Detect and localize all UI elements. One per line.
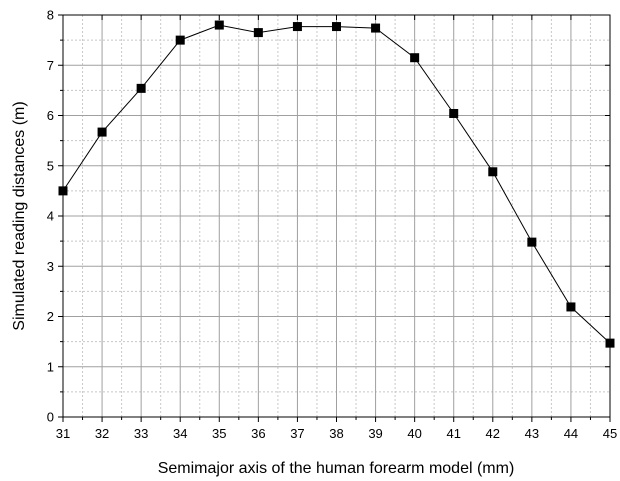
data-point (292, 22, 302, 32)
data-point (332, 22, 341, 32)
y-axis-title: Simulated reading distances (m) (11, 101, 28, 330)
y-tick-label: 3 (47, 259, 54, 274)
y-tick-label: 0 (47, 410, 54, 425)
x-tick-label: 32 (95, 426, 109, 441)
y-tick-label: 5 (47, 158, 54, 173)
data-point (371, 23, 381, 33)
data-point (605, 338, 615, 348)
x-tick-label: 44 (564, 426, 578, 441)
data-point (449, 108, 459, 118)
y-tick-label: 8 (47, 8, 54, 23)
data-point (253, 28, 263, 38)
x-tick-label: 43 (525, 426, 539, 441)
data-point (214, 20, 224, 30)
y-tick-label: 2 (47, 309, 54, 324)
x-tick-label: 31 (56, 426, 70, 441)
data-point (136, 83, 146, 93)
data-point (527, 237, 537, 247)
data-point (410, 53, 420, 63)
data-point (58, 186, 68, 196)
x-tick-label: 37 (290, 426, 304, 441)
x-axis-title: Semimajor axis of the human forearm mode… (158, 460, 515, 477)
data-point (488, 167, 498, 177)
x-tick-label: 33 (134, 426, 148, 441)
x-tick-label: 38 (329, 426, 343, 441)
x-tick-label: 42 (486, 426, 500, 441)
y-tick-label: 7 (47, 58, 54, 73)
grid (63, 15, 610, 417)
y-tick-label: 6 (47, 108, 54, 123)
x-tick-label: 41 (446, 426, 460, 441)
data-point (97, 127, 107, 137)
data-series (58, 20, 615, 348)
data-point (566, 302, 576, 312)
x-tick-label: 35 (212, 426, 226, 441)
x-tick-label: 36 (251, 426, 265, 441)
data-point (175, 35, 185, 45)
y-tick-label: 4 (47, 209, 54, 224)
x-tick-label: 40 (407, 426, 421, 441)
x-tick-label: 34 (173, 426, 187, 441)
y-tick-label: 1 (47, 359, 54, 374)
x-tick-label: 39 (368, 426, 382, 441)
x-tick-label: 45 (603, 426, 617, 441)
